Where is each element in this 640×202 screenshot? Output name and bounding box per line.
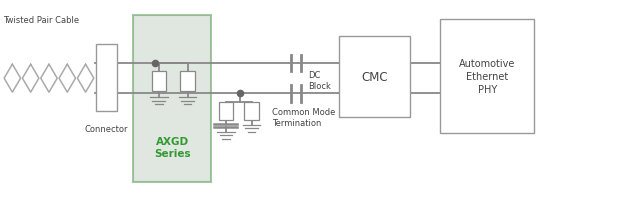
Text: Connector: Connector [85,125,128,134]
Text: Twisted Pair Cable: Twisted Pair Cable [3,16,79,25]
Bar [339,36,410,117]
Bar [244,102,259,120]
Bar [180,72,195,92]
Text: Common Mode
Termination: Common Mode Termination [272,107,335,127]
Text: AXGD
Series: AXGD Series [154,136,191,159]
Bar [152,72,166,92]
Text: DC
Block: DC Block [308,71,332,91]
Text: Automotive
Ethernet
PHY: Automotive Ethernet PHY [459,59,516,95]
Bar [219,102,233,120]
Text: CMC: CMC [361,70,388,83]
Bar [440,20,534,133]
Bar [96,44,117,111]
Bar [133,16,211,182]
